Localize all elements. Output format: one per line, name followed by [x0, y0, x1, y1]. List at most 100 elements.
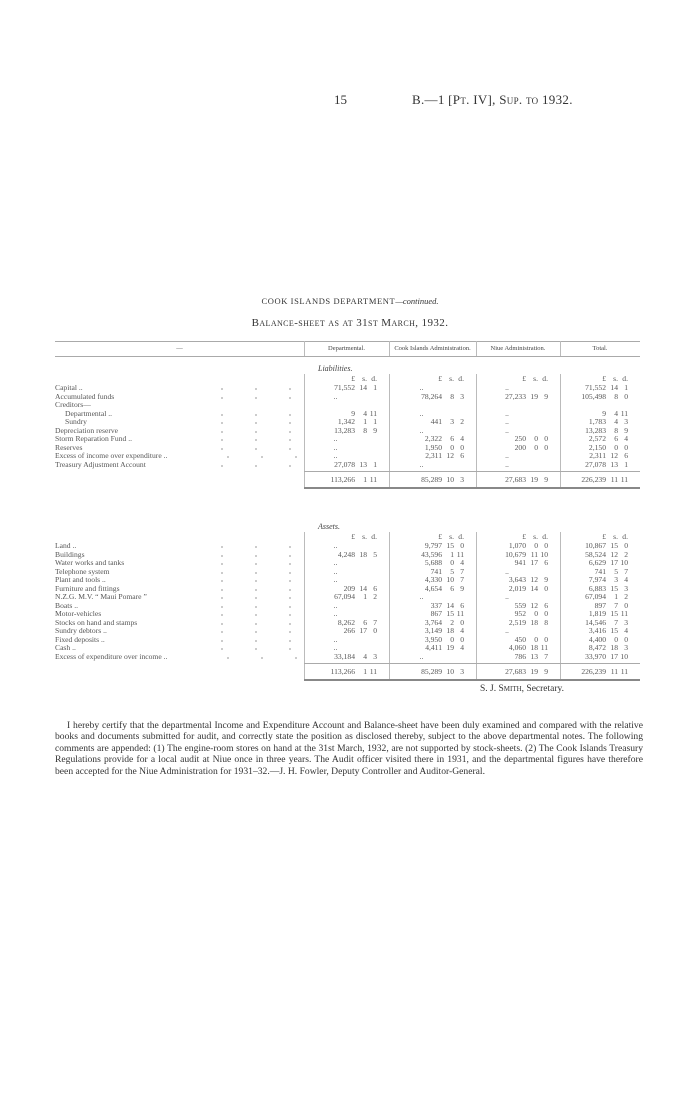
- pounds: 113,266: [330, 667, 355, 676]
- pence: 0: [544, 434, 548, 443]
- amount-cell: 4,060 18 11: [476, 643, 548, 652]
- pence: 9: [373, 425, 377, 435]
- assets-row: Telephone system.. 741 5 7.. 741 5 7: [55, 566, 640, 576]
- assets-totals-row: 113,266 1 11 85,289 10 3 27,683 19 9 226,239 11 11: [55, 667, 640, 676]
- pounds: 209: [343, 583, 355, 593]
- pence: 0: [460, 634, 464, 644]
- pence: 1: [373, 459, 377, 469]
- pounds: 8,472: [588, 643, 606, 652]
- column-header: Cook Islands Administration.: [394, 345, 471, 352]
- pence: 11: [369, 667, 377, 676]
- liabilities-row: Departmental .. 9 4 11.... 9 4 11: [55, 408, 640, 418]
- shillings: 8: [450, 391, 454, 401]
- amount-cell: 8,262 6 7: [304, 618, 377, 627]
- shillings: 14: [446, 600, 454, 610]
- amount-cell: 441 3 2: [389, 417, 464, 426]
- amount-cell: ..: [304, 609, 377, 618]
- amount-cell: 1,342 1 1: [304, 417, 377, 426]
- shillings: 6: [450, 434, 454, 443]
- dot-leader: [205, 634, 300, 644]
- amount-cell: 450 0 0: [476, 635, 548, 644]
- pounds: 1,819: [588, 609, 606, 618]
- shillings: 5: [450, 566, 454, 576]
- pounds: 1,783: [588, 417, 606, 426]
- amount-cell: 786 13 7: [476, 652, 548, 661]
- pence: 3: [460, 391, 464, 401]
- amount-cell: ..: [304, 434, 377, 443]
- row-label: Fixed deposits ..: [55, 634, 105, 644]
- pence: 0: [544, 442, 548, 452]
- unit-label: £: [438, 532, 442, 541]
- shillings: 0: [450, 634, 454, 644]
- column-divider: [476, 374, 477, 487]
- pounds: 952: [514, 609, 526, 618]
- pounds: 85,289: [421, 667, 442, 676]
- pence: 9: [544, 667, 548, 676]
- shillings: 1: [450, 549, 454, 559]
- amount-cell: ..: [476, 567, 548, 576]
- unit-label: d.: [458, 532, 464, 541]
- amount-cell: 9 4 11: [304, 409, 377, 418]
- amount-cell: 266 17 0: [304, 626, 377, 635]
- pence: 4: [460, 434, 464, 443]
- row-label: Motor-vehicles: [55, 609, 102, 618]
- amount-cell: 43,596 1 11: [389, 550, 464, 559]
- row-label: Plant and tools ..: [55, 575, 106, 584]
- column-divider: [304, 374, 305, 487]
- shillings: 18: [446, 626, 454, 635]
- signatory-title: , Secretary.: [521, 684, 565, 694]
- amount-cell: 3,950 0 0: [389, 635, 464, 644]
- shillings: 12: [446, 451, 454, 460]
- pounds: 1,070: [508, 541, 526, 550]
- pounds: 9: [602, 408, 606, 418]
- shillings: 13: [359, 459, 367, 469]
- pence: 9: [460, 583, 464, 593]
- pence: 1: [373, 417, 377, 426]
- row-label: N.Z.G. M.V. “ Maui Pomare ”: [55, 592, 147, 601]
- pence: 7: [373, 617, 377, 627]
- pence: 6: [624, 451, 628, 460]
- pence: 8: [544, 617, 548, 627]
- column-divider: [389, 532, 390, 679]
- shillings: 14: [610, 383, 618, 392]
- amount-cell: ..: [389, 460, 464, 469]
- pounds: 33,184: [334, 651, 355, 661]
- amount-cell: 2,322 6 4: [389, 434, 464, 443]
- shillings: 1: [363, 417, 367, 426]
- amount-cell: 7,974 3 4: [560, 575, 628, 584]
- total-double-rule: [304, 487, 640, 489]
- nil-amount: ..: [505, 592, 509, 601]
- shillings: 4: [614, 408, 618, 418]
- amount-cell: 10,679 11 10: [476, 550, 548, 559]
- pounds: 27,683: [505, 475, 526, 484]
- amount-cell: 2,572 6 4: [560, 434, 628, 443]
- amount-cell: 1,783 4 3: [560, 417, 628, 426]
- pence: 11: [456, 549, 464, 559]
- amount-cell: 6,883 15 3: [560, 584, 628, 593]
- shillings: 14: [530, 583, 538, 593]
- nil-amount: ..: [419, 408, 424, 418]
- liabilities-row: Excess of income over expenditure .... 2,…: [55, 451, 640, 460]
- pounds: 741: [594, 566, 606, 576]
- nil-amount: ..: [333, 558, 338, 567]
- dot-leader: [205, 434, 300, 443]
- pence: 11: [456, 609, 464, 618]
- row-label: Furniture and fittings: [55, 583, 120, 593]
- currency-units: £ s. d.: [560, 532, 628, 541]
- nil-amount: ..: [505, 408, 509, 418]
- pounds: 6,883: [588, 583, 606, 593]
- pence: 6: [544, 600, 548, 610]
- dot-leader: [205, 609, 300, 618]
- row-label: Departmental ..: [65, 408, 113, 418]
- unit-label: s.: [533, 374, 538, 383]
- column-divider: [476, 341, 477, 356]
- unit-label: d.: [622, 374, 628, 383]
- currency-units-row: £ s. d. £ s. d. £ s. d. £ s. d.: [55, 374, 640, 383]
- dot-leader: [205, 643, 300, 652]
- shillings: 8: [614, 391, 618, 401]
- pence: 7: [624, 566, 628, 576]
- pounds: 58,524: [585, 549, 606, 559]
- amount-cell: 9,797 15 0: [389, 541, 464, 550]
- amount-cell: 33,970 17 10: [560, 652, 628, 661]
- pence: 1: [373, 383, 377, 392]
